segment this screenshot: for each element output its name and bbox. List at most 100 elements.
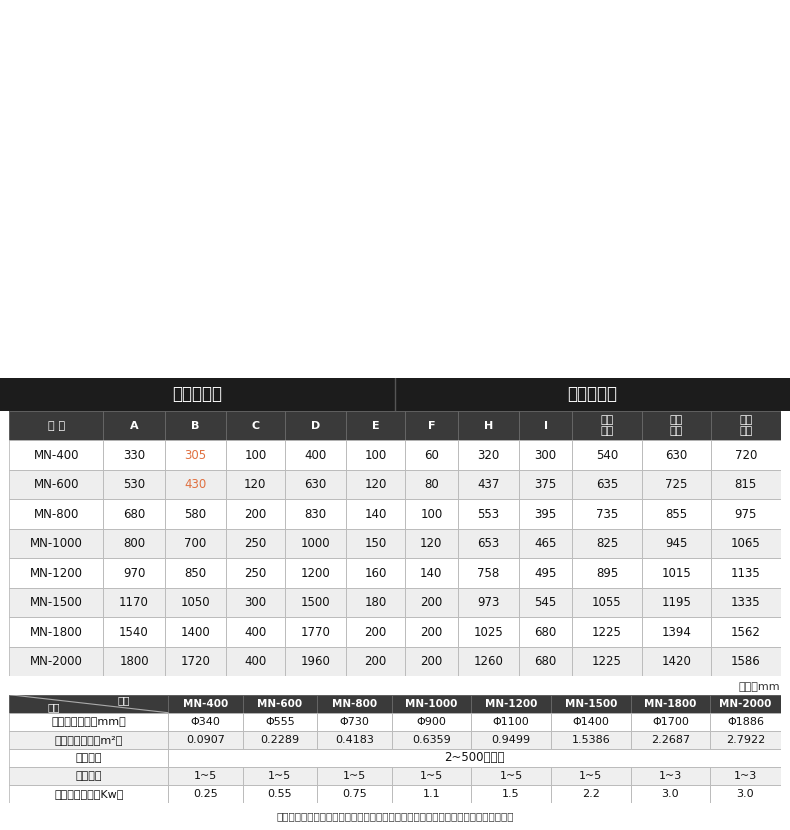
Bar [164, 618, 226, 647]
Bar [572, 411, 641, 441]
Text: 120: 120 [420, 537, 442, 550]
Bar [711, 500, 781, 529]
Bar [458, 411, 519, 441]
Bar [164, 618, 226, 647]
Bar [9, 529, 103, 559]
Text: MN-1000: MN-1000 [30, 537, 83, 550]
Text: MN-1500: MN-1500 [565, 699, 617, 709]
Bar [710, 730, 781, 749]
Bar [164, 647, 226, 676]
Text: 1~5: 1~5 [579, 770, 603, 781]
Bar [164, 470, 226, 500]
Text: 1960: 1960 [300, 655, 330, 668]
Text: 1720: 1720 [180, 655, 210, 668]
Text: 855: 855 [665, 508, 687, 520]
Bar [346, 500, 404, 529]
Text: Φ1400: Φ1400 [572, 716, 609, 727]
Text: 3.0: 3.0 [661, 788, 679, 798]
Bar [519, 529, 572, 559]
Text: 300: 300 [244, 596, 266, 609]
Bar [168, 695, 243, 713]
Bar [392, 784, 472, 803]
Text: 320: 320 [477, 449, 499, 461]
Bar [404, 559, 458, 588]
Text: 1540: 1540 [119, 626, 149, 638]
Text: 1~5: 1~5 [499, 770, 523, 781]
Bar [472, 695, 551, 713]
Text: 100: 100 [364, 449, 386, 461]
Bar [168, 767, 243, 784]
Bar [711, 559, 781, 588]
Bar [404, 441, 458, 470]
Bar [9, 730, 168, 749]
Bar [572, 647, 641, 676]
Text: C: C [251, 421, 259, 431]
Text: 单位：mm: 单位：mm [739, 682, 781, 692]
Bar [103, 559, 164, 588]
Bar [346, 618, 404, 647]
Bar [168, 767, 243, 784]
Text: 200: 200 [420, 655, 442, 668]
Bar [9, 500, 103, 529]
Bar [226, 618, 284, 647]
Text: 型 号: 型 号 [48, 421, 65, 431]
Bar [472, 695, 551, 713]
Bar [226, 441, 284, 470]
Text: F: F [427, 421, 435, 431]
Bar [284, 411, 346, 441]
Bar [284, 441, 346, 470]
Bar [551, 730, 630, 749]
Bar [458, 647, 519, 676]
Bar [458, 647, 519, 676]
Bar [168, 713, 243, 730]
Bar [346, 588, 404, 618]
Text: H: H [484, 421, 493, 431]
Bar [472, 767, 551, 784]
Bar [572, 647, 641, 676]
Bar [226, 559, 284, 588]
Text: 1394: 1394 [661, 626, 691, 638]
Bar [284, 559, 346, 588]
Bar [711, 559, 781, 588]
Text: E: E [371, 421, 379, 431]
Bar [226, 411, 284, 441]
Bar [630, 695, 710, 713]
Bar [641, 529, 711, 559]
Bar [346, 441, 404, 470]
Text: 1.5386: 1.5386 [571, 735, 610, 745]
Bar [226, 529, 284, 559]
Text: 140: 140 [420, 567, 442, 579]
Text: 553: 553 [477, 508, 499, 520]
Text: 735: 735 [596, 508, 618, 520]
Bar [392, 730, 472, 749]
Bar [711, 470, 781, 500]
Bar [551, 695, 630, 713]
Bar [9, 695, 168, 713]
Text: 330: 330 [123, 449, 145, 461]
Bar [572, 470, 641, 500]
Bar [164, 559, 226, 588]
Bar [103, 500, 164, 529]
Text: 有效筛分面积（m²）: 有效筛分面积（m²） [55, 735, 123, 745]
Bar [711, 529, 781, 559]
Text: 1200: 1200 [300, 567, 330, 579]
Text: 945: 945 [665, 537, 687, 550]
Bar [572, 470, 641, 500]
Bar [641, 411, 711, 441]
Bar [519, 647, 572, 676]
Bar [243, 784, 317, 803]
Bar [9, 713, 168, 730]
Bar [243, 695, 317, 713]
Text: 200: 200 [420, 626, 442, 638]
Bar [164, 500, 226, 529]
Bar [404, 411, 458, 441]
Bar [103, 647, 164, 676]
Bar [9, 713, 168, 730]
Text: 1135: 1135 [731, 567, 761, 579]
Text: 973: 973 [477, 596, 500, 609]
Bar [103, 441, 164, 470]
Text: 0.25: 0.25 [193, 788, 217, 798]
Bar [404, 588, 458, 618]
Bar [458, 500, 519, 529]
Text: 680: 680 [535, 655, 557, 668]
